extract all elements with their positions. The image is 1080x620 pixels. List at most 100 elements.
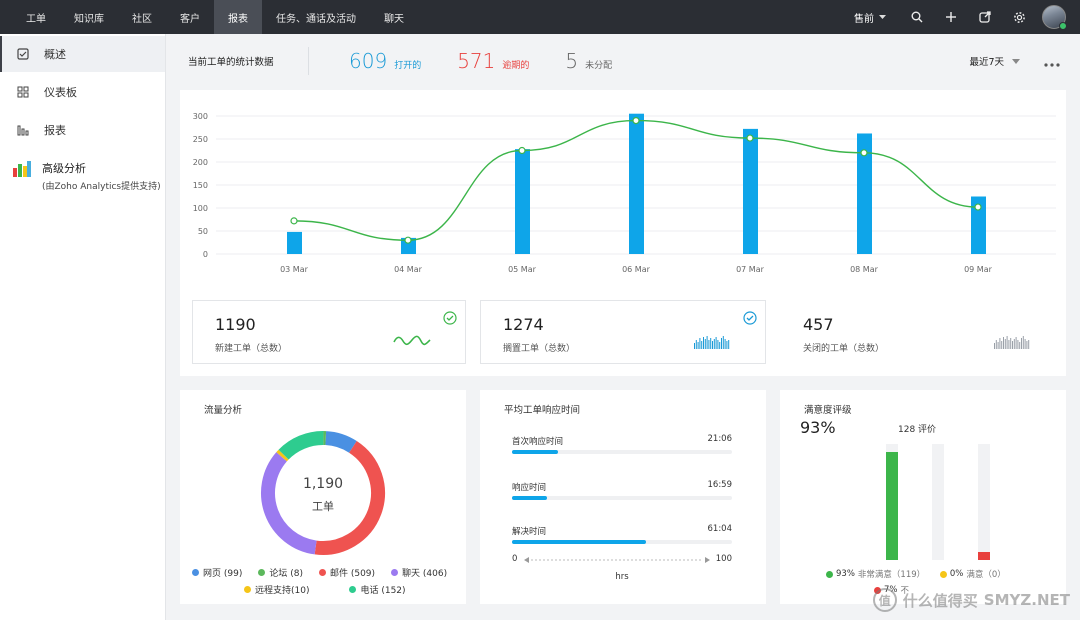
legend-label: 网页 (99): [203, 569, 243, 579]
card-new-tickets[interactable]: 1190 新建工单（总数）: [192, 300, 466, 364]
watermark-text: 什么值得买: [902, 591, 978, 610]
legend-dot: [391, 569, 399, 576]
sidebar-item-reports[interactable]: 报表: [0, 112, 165, 148]
card-closed-tickets[interactable]: 457 关闭的工单（总数）: [780, 300, 1066, 364]
spark-bar: [694, 343, 695, 349]
watermark-site: SMYZ.NET: [983, 591, 1070, 609]
nav-reports[interactable]: 报表: [214, 0, 262, 34]
legend-item-forum[interactable]: 论坛 (8): [258, 566, 303, 579]
legend-dot: [258, 569, 266, 576]
donut-center-label: 工单: [312, 500, 334, 513]
watermark-logo-icon: 值: [872, 588, 897, 612]
traffic-legend: 网页 (99) 论坛 (8) 邮件 (509) 聊天 (406) 远程支持(10…: [192, 566, 462, 600]
sparkline-bars-icon: [694, 336, 730, 349]
response-value: 21:06: [707, 434, 733, 444]
dashboard-grid-icon: [16, 85, 30, 99]
spark-bar: [1010, 338, 1012, 349]
legend-item-web[interactable]: 网页 (99): [192, 566, 242, 579]
response-row-response: 响应时间 16:59: [512, 480, 732, 500]
response-bar-fill: [512, 450, 559, 454]
legend-label: 邮件 (509): [329, 569, 376, 579]
response-bar-fill: [512, 540, 647, 544]
panel-title: 流量分析: [204, 405, 243, 416]
donut-center-value: 1,190: [302, 476, 344, 492]
legend-dot: [318, 569, 326, 576]
legend-item-satisfied: 0% 满意（0）: [939, 568, 1006, 580]
y-tick-label: 250: [193, 135, 208, 144]
sidebar-item-advanced-analytics[interactable]: 高级分析 (由Zoho Analytics提供支持): [0, 148, 165, 192]
more-options-button[interactable]: [1044, 52, 1060, 71]
y-tick-label: 200: [193, 158, 208, 167]
sidebar-item-overview[interactable]: 概述: [0, 36, 165, 72]
spark-bar: [701, 341, 703, 349]
card-on-hold-tickets[interactable]: 1274 搁置工单（总数）: [480, 300, 766, 364]
response-bar: [512, 496, 732, 500]
axis-range-slider[interactable]: [524, 557, 710, 563]
spark-bar: [1028, 340, 1030, 349]
stat-open-value: 609: [349, 49, 388, 73]
legend-item-email[interactable]: 邮件 (509): [318, 566, 376, 579]
stat-overdue[interactable]: 571 逾期的: [457, 49, 529, 73]
spark-bar: [712, 341, 713, 349]
spark-bar: [717, 340, 719, 349]
nav-activities[interactable]: 任务、通话及活动: [276, 13, 356, 25]
stat-open[interactable]: 609 打开的: [349, 49, 421, 73]
spark-bar: [1008, 340, 1010, 349]
response-bar: [512, 450, 732, 454]
legend-label: 电话 (152): [360, 586, 406, 596]
axis-min: 0: [512, 554, 518, 564]
x-tick-label: 06 Mar: [622, 265, 651, 274]
spark-bar: [999, 338, 1001, 349]
more-dots-icon: [1044, 62, 1060, 67]
settings-button[interactable]: [1002, 0, 1036, 34]
tickets-chart-panel: 0 50 100 150 200 250 300 03 Mar 04 Mar 05 Mar 06 M…: [180, 90, 1066, 376]
avatar[interactable]: [1042, 5, 1067, 30]
nav-chat[interactable]: 聊天: [384, 13, 404, 25]
open-external-button[interactable]: [968, 0, 1002, 34]
spark-bar: [704, 339, 706, 349]
nav-customers[interactable]: 客户: [180, 13, 200, 25]
spark-bar: [1015, 337, 1017, 349]
spark-bar: [1026, 341, 1028, 349]
y-tick-label: 100: [193, 204, 208, 213]
response-time-panel: 平均工单响应时间 首次响应时间 21:06 响应时间 16:59 解决时间 61…: [480, 390, 766, 604]
legend-dot: [939, 570, 947, 578]
nav-tickets[interactable]: 工单: [26, 13, 46, 25]
panel-title: 满意度评级: [804, 405, 852, 416]
spark-bar: [724, 339, 726, 349]
rating-count: 128 评价: [898, 425, 937, 435]
satisfaction-bar-satisfied[interactable]: [932, 444, 944, 560]
legend-item-remote-support[interactable]: 远程支持(10): [244, 583, 309, 596]
x-tick-label: 05 Mar: [508, 265, 537, 274]
add-button[interactable]: [934, 0, 968, 34]
card-label: 关闭的工单（总数）: [803, 344, 885, 354]
main-content: 当前工单的统计数据 609 打开的 571 逾期的 5 未分配 最近7天 0 50…: [166, 34, 1080, 620]
legend-dot: [244, 586, 251, 593]
legend-item-chat[interactable]: 聊天 (406): [391, 566, 447, 579]
summary-title: 当前工单的统计数据: [188, 57, 274, 68]
spark-bar: [1012, 341, 1013, 349]
check-circle-icon: [743, 311, 757, 325]
department-selector[interactable]: 售前: [840, 10, 900, 25]
satisfaction-bar-very-satisfied[interactable]: [886, 444, 898, 560]
legend-item-phone[interactable]: 电话 (152): [349, 583, 406, 596]
satisfaction-bar-unsatisfied[interactable]: [978, 444, 990, 560]
spark-bar: [728, 340, 730, 349]
stat-unassigned[interactable]: 5 未分配: [565, 49, 612, 73]
stat-open-label: 打开的: [394, 61, 422, 71]
card-label: 新建工单（总数）: [215, 344, 288, 354]
search-button[interactable]: [900, 0, 934, 34]
spark-bar: [719, 342, 721, 349]
bar: [629, 113, 644, 254]
sidebar-item-dashboard[interactable]: 仪表板: [0, 74, 165, 110]
top-nav: 工单 知识库 社区 客户 报表 任务、通话及活动 聊天 售前: [0, 0, 1080, 34]
donut-slice: [314, 440, 385, 555]
date-range-selector[interactable]: 最近7天: [969, 54, 1020, 68]
plus-icon: [946, 12, 956, 22]
spark-bar: [722, 336, 724, 349]
response-bar-fill: [512, 496, 548, 500]
sparkline-line-icon: [393, 335, 431, 346]
nav-knowledge-base[interactable]: 知识库: [74, 13, 104, 25]
traffic-donut-chart: [261, 431, 385, 555]
nav-community[interactable]: 社区: [132, 13, 152, 25]
